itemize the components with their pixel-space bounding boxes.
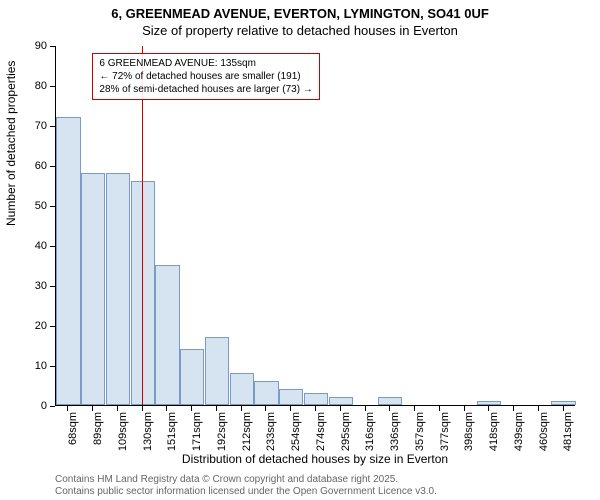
y-tick-mark bbox=[50, 86, 55, 87]
y-tick-label: 80 bbox=[35, 80, 47, 92]
x-tick-mark bbox=[92, 406, 93, 411]
main-title: 6, GREENMEAD AVENUE, EVERTON, LYMINGTON,… bbox=[0, 6, 600, 21]
x-tick-label: 316sqm bbox=[365, 412, 377, 451]
x-tick-mark bbox=[340, 406, 341, 411]
y-tick-label: 20 bbox=[35, 320, 47, 332]
x-tick-label: 171sqm bbox=[191, 412, 203, 451]
y-tick-mark bbox=[50, 126, 55, 127]
annotation-line: 6 GREENMEAD AVENUE: 135sqm bbox=[99, 57, 312, 70]
x-tick-mark bbox=[488, 406, 489, 411]
x-tick-mark bbox=[216, 406, 217, 411]
x-tick-mark bbox=[315, 406, 316, 411]
x-tick-mark bbox=[513, 406, 514, 411]
x-tick-mark bbox=[389, 406, 390, 411]
x-tick-label: 377sqm bbox=[439, 412, 451, 451]
x-tick-label: 398sqm bbox=[464, 412, 476, 451]
bar bbox=[106, 173, 130, 405]
x-tick-mark bbox=[290, 406, 291, 411]
bar bbox=[155, 265, 179, 405]
bar bbox=[477, 401, 501, 405]
x-tick-mark bbox=[439, 406, 440, 411]
bar bbox=[81, 173, 105, 405]
x-tick-mark bbox=[67, 406, 68, 411]
x-tick-label: 212sqm bbox=[241, 412, 253, 451]
x-tick-label: 481sqm bbox=[563, 412, 575, 451]
y-tick-mark bbox=[50, 326, 55, 327]
x-tick-label: 68sqm bbox=[67, 412, 79, 445]
sub-title: Size of property relative to detached ho… bbox=[0, 23, 600, 38]
bar bbox=[254, 381, 278, 405]
x-tick-mark bbox=[464, 406, 465, 411]
x-tick-label: 233sqm bbox=[265, 412, 277, 451]
x-tick-label: 89sqm bbox=[92, 412, 104, 445]
x-tick-mark bbox=[538, 406, 539, 411]
y-tick-label: 60 bbox=[35, 160, 47, 172]
bar bbox=[279, 389, 303, 405]
bar bbox=[304, 393, 328, 405]
x-tick-label: 151sqm bbox=[166, 412, 178, 451]
x-axis-label: Distribution of detached houses by size … bbox=[55, 452, 575, 466]
x-tick-mark bbox=[117, 406, 118, 411]
x-tick-label: 109sqm bbox=[117, 412, 129, 451]
y-tick-mark bbox=[50, 246, 55, 247]
x-tick-mark bbox=[265, 406, 266, 411]
x-tick-mark bbox=[166, 406, 167, 411]
x-tick-label: 254sqm bbox=[290, 412, 302, 451]
y-tick-label: 70 bbox=[35, 120, 47, 132]
x-tick-label: 418sqm bbox=[488, 412, 500, 451]
x-tick-label: 274sqm bbox=[315, 412, 327, 451]
footer-text: Contains HM Land Registry data © Crown c… bbox=[55, 474, 437, 498]
x-tick-mark bbox=[414, 406, 415, 411]
y-tick-mark bbox=[50, 46, 55, 47]
y-tick-label: 0 bbox=[41, 400, 47, 412]
x-tick-mark bbox=[563, 406, 564, 411]
bar bbox=[551, 401, 575, 405]
y-tick-label: 10 bbox=[35, 360, 47, 372]
annotation-line: ← 72% of detached houses are smaller (19… bbox=[99, 70, 312, 83]
footer-line2: Contains public sector information licen… bbox=[55, 486, 437, 498]
annotation-box: 6 GREENMEAD AVENUE: 135sqm← 72% of detac… bbox=[92, 53, 319, 100]
x-tick-mark bbox=[365, 406, 366, 411]
bar bbox=[378, 397, 402, 405]
x-tick-label: 130sqm bbox=[142, 412, 154, 451]
x-tick-label: 192sqm bbox=[216, 412, 228, 451]
bar bbox=[329, 397, 353, 405]
plot-area: 6 GREENMEAD AVENUE: 135sqm← 72% of detac… bbox=[55, 46, 575, 406]
bar bbox=[180, 349, 204, 405]
x-tick-mark bbox=[191, 406, 192, 411]
x-tick-mark bbox=[142, 406, 143, 411]
y-tick-label: 30 bbox=[35, 280, 47, 292]
bar bbox=[56, 117, 80, 405]
y-tick-mark bbox=[50, 406, 55, 407]
x-tick-label: 460sqm bbox=[538, 412, 550, 451]
annotation-line: 28% of semi-detached houses are larger (… bbox=[99, 83, 312, 96]
y-tick-label: 40 bbox=[35, 240, 47, 252]
x-tick-label: 295sqm bbox=[340, 412, 352, 451]
x-tick-label: 439sqm bbox=[513, 412, 525, 451]
y-ticks: 0102030405060708090 bbox=[0, 46, 55, 406]
y-tick-label: 90 bbox=[35, 40, 47, 52]
y-tick-mark bbox=[50, 206, 55, 207]
chart-container: 6, GREENMEAD AVENUE, EVERTON, LYMINGTON,… bbox=[0, 0, 600, 500]
y-tick-mark bbox=[50, 166, 55, 167]
x-tick-label: 336sqm bbox=[389, 412, 401, 451]
title-block: 6, GREENMEAD AVENUE, EVERTON, LYMINGTON,… bbox=[0, 0, 600, 38]
y-tick-mark bbox=[50, 366, 55, 367]
bar bbox=[230, 373, 254, 405]
x-tick-mark bbox=[241, 406, 242, 411]
bar bbox=[205, 337, 229, 405]
footer-line1: Contains HM Land Registry data © Crown c… bbox=[55, 474, 437, 486]
y-tick-label: 50 bbox=[35, 200, 47, 212]
x-tick-label: 357sqm bbox=[414, 412, 426, 451]
y-tick-mark bbox=[50, 286, 55, 287]
